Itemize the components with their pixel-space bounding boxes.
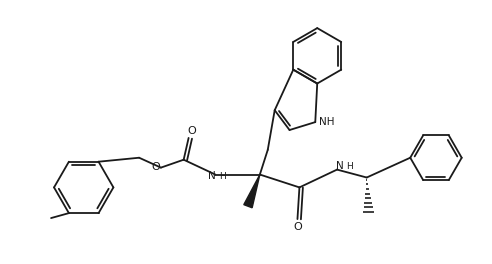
Text: H: H [346, 162, 353, 171]
Text: O: O [187, 126, 196, 136]
Text: H: H [219, 172, 226, 181]
Text: N: N [336, 161, 344, 171]
Text: N: N [209, 171, 216, 181]
Text: O: O [152, 162, 160, 172]
Text: O: O [293, 222, 302, 232]
Text: NH: NH [319, 117, 335, 127]
Polygon shape [244, 175, 260, 208]
